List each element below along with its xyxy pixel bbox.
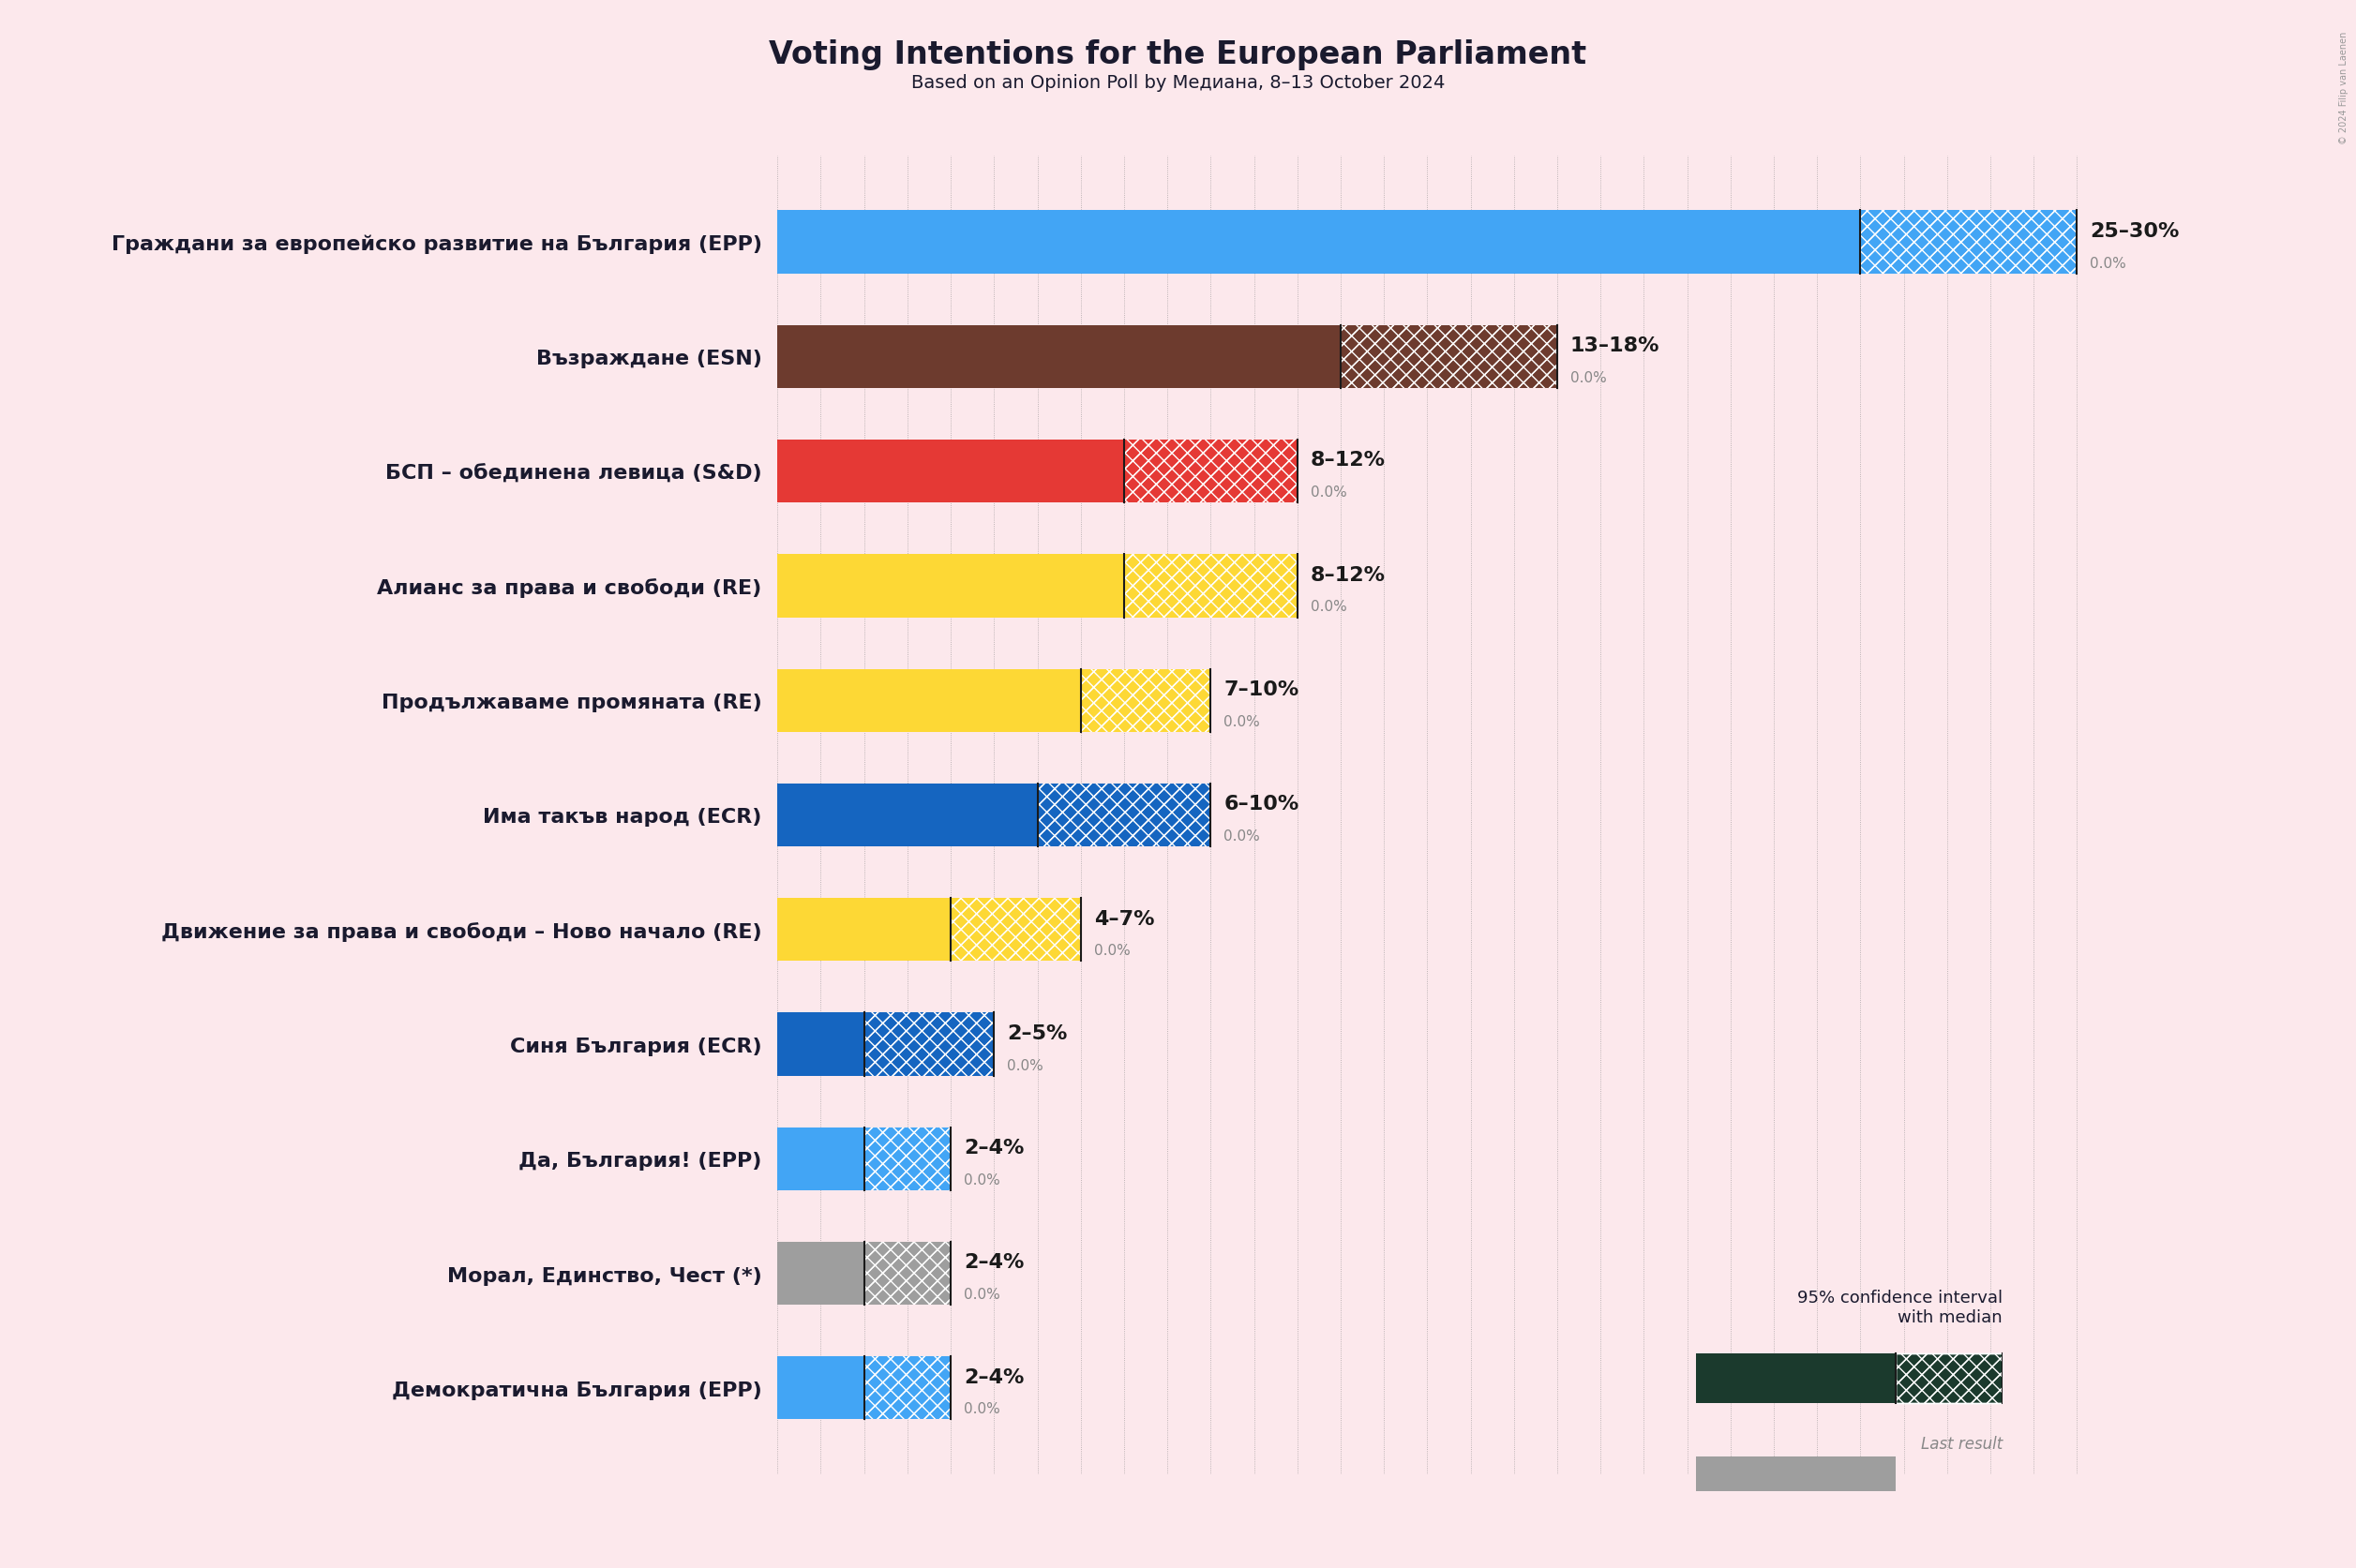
Text: 0.0%: 0.0% xyxy=(2090,256,2127,270)
Text: 0.0%: 0.0% xyxy=(1223,715,1260,729)
Bar xyxy=(777,1356,865,1419)
Bar xyxy=(865,1356,952,1419)
Text: 0.0%: 0.0% xyxy=(1569,370,1607,384)
Bar xyxy=(1124,555,1298,618)
Bar xyxy=(865,1127,952,1190)
Bar xyxy=(1081,670,1211,732)
Bar xyxy=(777,212,1861,274)
Bar xyxy=(1124,555,1298,618)
Bar xyxy=(777,1242,865,1305)
Text: Last result: Last result xyxy=(1920,1435,2003,1452)
Bar xyxy=(1037,784,1211,847)
Bar xyxy=(1124,441,1298,503)
Text: 0.0%: 0.0% xyxy=(964,1287,999,1301)
Bar xyxy=(1081,670,1211,732)
Bar xyxy=(1037,784,1211,847)
Bar xyxy=(777,670,1081,732)
Bar xyxy=(1341,326,1557,389)
Bar xyxy=(865,1013,994,1076)
Text: 8–12%: 8–12% xyxy=(1310,566,1385,585)
Text: 0.0%: 0.0% xyxy=(1006,1058,1044,1073)
Bar xyxy=(1696,1353,1894,1403)
Text: Voting Intentions for the European Parliament: Voting Intentions for the European Parli… xyxy=(768,39,1588,71)
Bar xyxy=(865,1013,994,1076)
Text: 25–30%: 25–30% xyxy=(2090,223,2179,240)
Bar xyxy=(952,898,1081,961)
Bar xyxy=(865,1242,952,1305)
Text: 4–7%: 4–7% xyxy=(1093,909,1154,928)
Bar xyxy=(777,1013,865,1076)
Text: 2–4%: 2–4% xyxy=(964,1253,1025,1272)
Text: 6–10%: 6–10% xyxy=(1223,795,1298,814)
Text: 2–5%: 2–5% xyxy=(1006,1024,1067,1043)
Bar xyxy=(777,441,1124,503)
Text: 0.0%: 0.0% xyxy=(1093,944,1131,958)
Bar xyxy=(1894,1353,2003,1403)
Bar xyxy=(777,326,1341,389)
Bar xyxy=(777,1127,865,1190)
Text: Based on an Opinion Poll by Медиана, 8–13 October 2024: Based on an Opinion Poll by Медиана, 8–1… xyxy=(912,74,1444,91)
Text: 7–10%: 7–10% xyxy=(1223,681,1298,699)
Text: 13–18%: 13–18% xyxy=(1569,337,1659,354)
Text: © 2024 Filip van Laenen: © 2024 Filip van Laenen xyxy=(2340,31,2349,144)
Text: 0.0%: 0.0% xyxy=(964,1173,999,1187)
Bar xyxy=(865,1127,952,1190)
Text: 0.0%: 0.0% xyxy=(1310,486,1348,499)
Bar xyxy=(1341,326,1557,389)
Text: 8–12%: 8–12% xyxy=(1310,452,1385,470)
Bar xyxy=(1696,1457,1894,1491)
Text: 0.0%: 0.0% xyxy=(1310,601,1348,615)
Text: 95% confidence interval
with median: 95% confidence interval with median xyxy=(1798,1289,2003,1325)
Bar xyxy=(1124,441,1298,503)
Bar xyxy=(777,898,952,961)
Text: 0.0%: 0.0% xyxy=(964,1402,999,1416)
Bar xyxy=(1894,1353,2003,1403)
Bar xyxy=(952,898,1081,961)
Bar xyxy=(865,1242,952,1305)
Text: 2–4%: 2–4% xyxy=(964,1138,1025,1157)
Bar xyxy=(777,555,1124,618)
Text: 0.0%: 0.0% xyxy=(1223,829,1260,844)
Bar xyxy=(865,1356,952,1419)
Text: 2–4%: 2–4% xyxy=(964,1367,1025,1386)
Bar xyxy=(1861,212,2078,274)
Bar xyxy=(1861,212,2078,274)
Bar xyxy=(777,784,1037,847)
